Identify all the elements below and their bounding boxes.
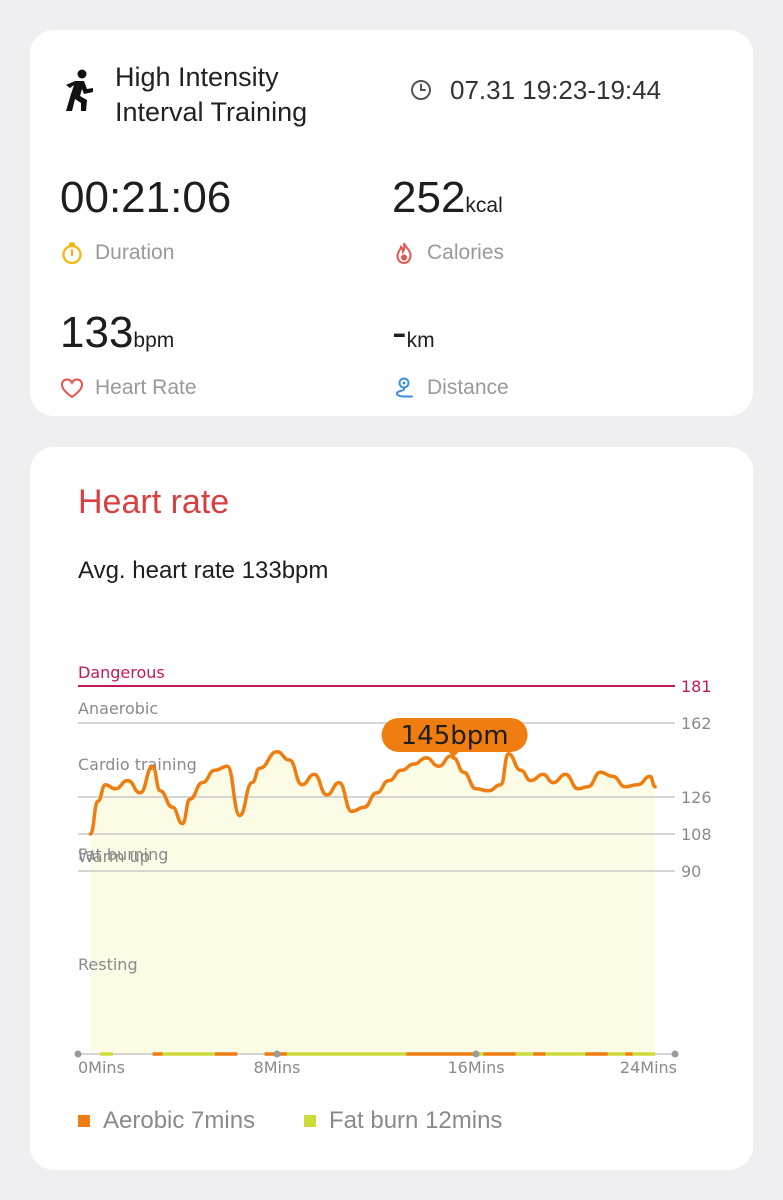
heart-rate-number: 133 xyxy=(60,308,134,357)
chart-area-fill xyxy=(90,751,656,1054)
calories-stat: 252kcal Calories xyxy=(392,173,504,265)
x-tick-dot-2 xyxy=(472,1050,480,1058)
duration-stat: 00:21:06 Duration xyxy=(60,173,231,265)
x-tick-label-0: 0Mins xyxy=(78,1058,125,1077)
flame-icon xyxy=(396,242,412,265)
zone-label-fat-burning: Fat burning xyxy=(78,845,168,864)
workout-title-line2: Interval Training xyxy=(115,97,308,127)
heart-rate-label-row: Heart Rate xyxy=(60,376,197,400)
x-tick-dot-3 xyxy=(671,1050,679,1058)
calories-label-row: Calories xyxy=(392,241,504,265)
peak-tooltip-label: 145bpm xyxy=(401,721,509,751)
heart-rate-unit: bpm xyxy=(133,329,175,352)
peak-tooltip-pointer xyxy=(447,750,460,757)
heart-rate-stat: 133bpm Heart Rate xyxy=(60,308,197,400)
distance-number: - xyxy=(392,308,407,357)
distance-label-row: Distance xyxy=(392,376,509,400)
duration-label: Duration xyxy=(95,241,175,264)
workout-summary-card: High Intensity Interval Training 07.31 1… xyxy=(30,30,753,416)
distance-unit: km xyxy=(406,329,435,352)
legend-fat-burn: Fat burn 12mins xyxy=(304,1107,502,1135)
zone-value-dangerous: 181 xyxy=(681,677,712,696)
workout-title: High Intensity Interval Training xyxy=(115,60,307,130)
legend-aerobic-swatch xyxy=(78,1115,90,1127)
duration-value: 00:21:06 xyxy=(60,173,231,231)
running-person-icon xyxy=(66,69,93,111)
route-pin-icon xyxy=(395,377,413,398)
peak-tooltip: 145bpm xyxy=(381,717,528,757)
heart-rate-label: Heart Rate xyxy=(95,376,197,399)
duration-label-row: Duration xyxy=(60,241,231,265)
heart-rate-title: Heart rate xyxy=(78,483,230,521)
legend-aerobic: Aerobic 7mins xyxy=(78,1107,255,1135)
heart-rate-value: 133bpm xyxy=(60,308,197,366)
zone-label-cardio-training: Cardio training xyxy=(78,755,197,774)
x-tick-label-2: 16Mins xyxy=(447,1058,504,1077)
legend-aerobic-label: Aerobic 7mins xyxy=(103,1107,256,1134)
zone-label-resting: Resting xyxy=(78,955,138,974)
calories-value: 252kcal xyxy=(392,173,504,231)
zone-value-cardio-training: 126 xyxy=(681,788,712,807)
legend-fat-burn-swatch xyxy=(304,1115,316,1127)
heart-rate-chart[interactable]: Dangerous 181 Anaerobic 162 Cardio training 1… xyxy=(30,447,753,1170)
zone-value-warm-up: 90 xyxy=(681,862,701,881)
calories-unit: kcal xyxy=(465,194,503,217)
distance-label: Distance xyxy=(427,376,509,399)
zone-value-fat-burning: 108 xyxy=(681,825,712,844)
x-tick-label-3: 24Mins xyxy=(620,1058,677,1077)
legend-fat-burn-label: Fat burn 12mins xyxy=(329,1107,503,1134)
heart-icon xyxy=(60,378,84,399)
zone-value-anaerobic: 162 xyxy=(681,714,712,733)
x-tick-label-1: 8Mins xyxy=(254,1058,301,1077)
zone-label-warm-up: Warm up xyxy=(78,847,150,866)
workout-title-line1: High Intensity xyxy=(115,62,279,92)
distance-stat: -km Distance xyxy=(392,308,509,400)
workout-time-range: 07.31 19:23-19:44 xyxy=(450,75,662,105)
heart-rate-line xyxy=(88,750,657,836)
calories-label: Calories xyxy=(427,241,505,264)
heart-rate-card: Heart rate Avg. heart rate 133bpm Danger… xyxy=(30,447,753,1170)
calories-number: 252 xyxy=(392,173,466,222)
duration-number: 00:21:06 xyxy=(60,173,232,222)
distance-value: -km xyxy=(392,308,509,366)
clock-icon xyxy=(411,80,431,100)
zone-label-anaerobic: Anaerobic xyxy=(78,699,158,718)
x-tick-dot-1 xyxy=(273,1050,281,1058)
stopwatch-icon xyxy=(62,242,82,265)
x-tick-dot-0 xyxy=(74,1050,82,1058)
zone-label-dangerous: Dangerous xyxy=(78,663,165,682)
average-heart-rate: Avg. heart rate 133bpm xyxy=(78,557,329,584)
peak-tooltip-bubble xyxy=(381,717,528,752)
